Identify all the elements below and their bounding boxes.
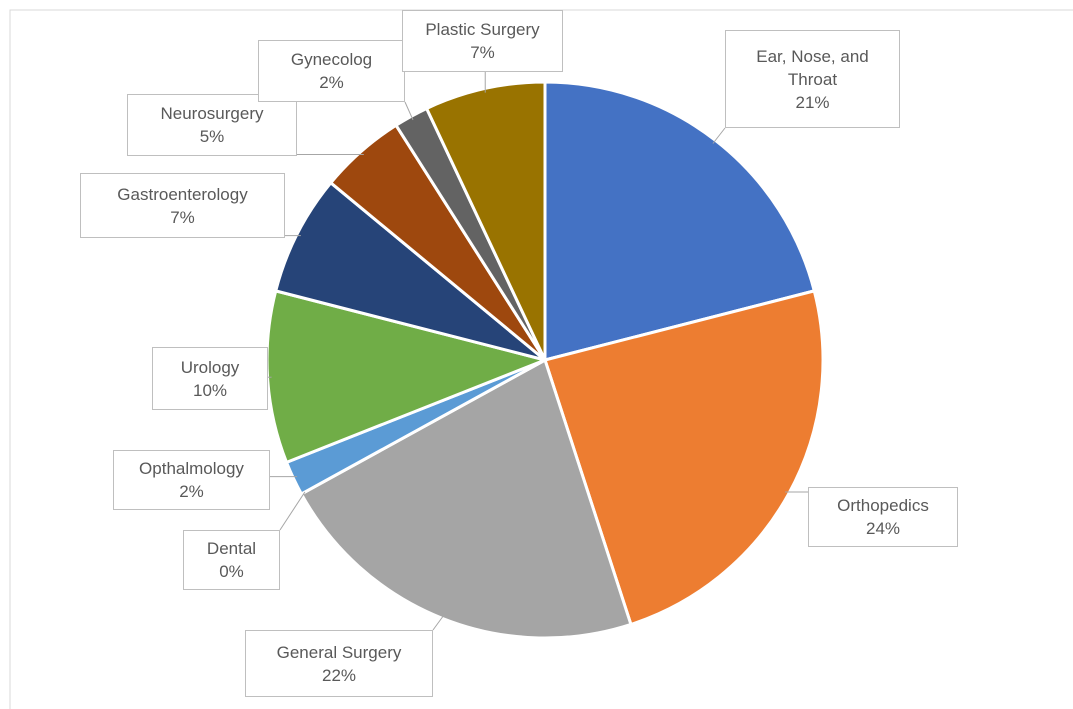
data-label: Orthopedics 24% <box>808 487 958 547</box>
label-category: Opthalmology <box>139 459 244 478</box>
label-category: Orthopedics <box>837 496 929 515</box>
label-value: 7% <box>470 43 495 62</box>
data-label: Ear, Nose, and Throat 21% <box>725 30 900 128</box>
pie-slice <box>299 357 633 640</box>
label-value: 10% <box>192 380 228 400</box>
label-value: 2% <box>179 482 204 501</box>
data-label: Plastic Surgery 7% <box>402 10 563 72</box>
leader-line <box>279 491 306 531</box>
label-category: Urology <box>180 357 240 377</box>
label-value: 21% <box>795 92 830 112</box>
label-category: Dental <box>206 539 257 558</box>
data-label: Gynecolog 2% <box>258 40 405 102</box>
pie-slice <box>273 180 546 362</box>
label-category: Neurosurgery <box>160 104 264 123</box>
data-label: Urology 10% <box>152 347 268 410</box>
label-value: 22% <box>321 665 357 685</box>
label-value: 7% <box>170 207 195 227</box>
label-category: General Surgery <box>276 642 402 662</box>
data-label: Dental 0% <box>183 530 280 590</box>
data-label: General Surgery 22% <box>245 630 433 697</box>
data-label: Opthalmology 2% <box>113 450 270 510</box>
label-value: 24% <box>865 519 901 538</box>
slices <box>265 80 825 640</box>
label-category: Plastic Surgery <box>425 20 540 39</box>
leader-lines <box>268 72 808 631</box>
leader-line <box>712 127 726 144</box>
label-category: Gastroenterology <box>117 184 248 204</box>
pie-slice <box>424 80 547 361</box>
data-label: Neurosurgery 5% <box>127 94 297 156</box>
label-value: 0% <box>219 562 244 581</box>
label-category: Gynecolog <box>290 50 373 69</box>
leader-line <box>404 101 414 121</box>
pie-slice <box>543 289 825 627</box>
leader-line <box>432 614 445 631</box>
label-value: 2% <box>319 73 344 92</box>
label-value: 5% <box>199 127 225 146</box>
label-category: Ear, Nose, and Throat <box>756 46 869 89</box>
data-label: Gastroenterology 7% <box>80 173 285 238</box>
